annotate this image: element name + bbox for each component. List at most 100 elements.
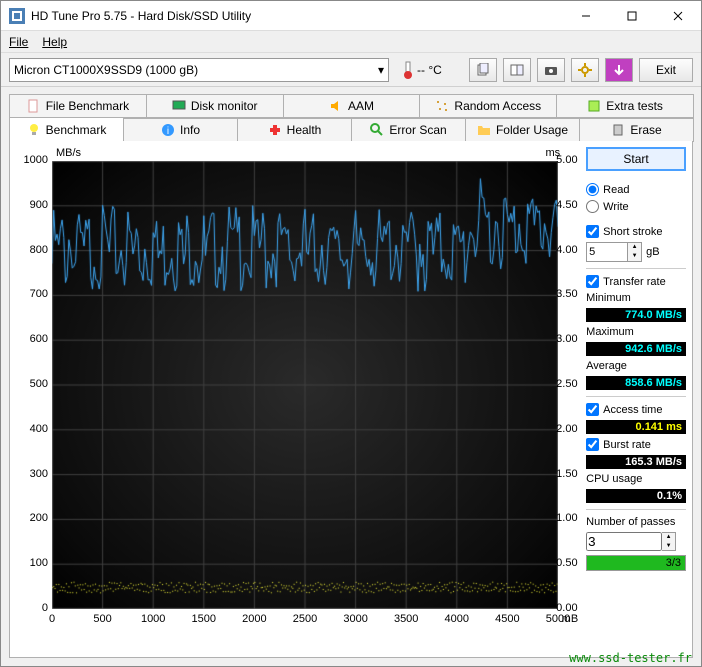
burst-rate-check[interactable]: Burst rate [586,438,686,451]
x-tick: 0 [49,613,55,625]
y-tick: 300 [16,468,48,480]
control-panel: Start Read Write Short stroke ▲▼ gB Tran… [586,147,686,651]
y-tick-right: 5.00 [556,154,580,166]
y-tick-right: 4.50 [556,199,580,211]
settings-button[interactable] [571,58,599,82]
maximize-button[interactable] [609,1,655,31]
transfer-rate-check[interactable]: Transfer rate [586,275,686,288]
content-area: MB/s ms mB 01002003004005006007008009001… [9,141,693,658]
tab-health[interactable]: Health [237,118,352,142]
x-tick: 1000 [141,613,165,625]
y-tick: 100 [16,557,48,569]
tab-error-scan[interactable]: Error Scan [351,118,466,142]
tab-folder-usage[interactable]: Folder Usage [465,118,580,142]
y-tick: 700 [16,288,48,300]
start-button[interactable]: Start [586,147,686,171]
cpu-usage-label: CPU usage [586,473,686,485]
close-button[interactable] [655,1,701,31]
menu-file[interactable]: File [9,35,28,49]
folder-icon [477,123,491,137]
passes-input[interactable]: ▲▼ [586,532,686,551]
y-tick-right: 2.50 [556,378,580,390]
random-icon [435,99,449,113]
tab-aam[interactable]: AAM [283,94,421,118]
maximum-value: 942.6 MB/s [586,342,686,356]
y-tick: 500 [16,378,48,390]
minimum-value: 774.0 MB/s [586,308,686,322]
menu-help[interactable]: Help [42,35,67,49]
y-tick-right: 2.00 [556,423,580,435]
progress-text: 3/3 [666,557,681,569]
screenshot-button[interactable] [537,58,565,82]
window-title: HD Tune Pro 5.75 - Hard Disk/SSD Utility [31,9,563,23]
health-icon [268,123,282,137]
tab-row-bottom: Benchmark iInfo Health Error Scan Folder… [9,117,693,141]
search-icon [370,123,384,137]
y-tick: 600 [16,333,48,345]
average-label: Average [586,360,686,372]
temperature-display: -- °C [401,61,442,79]
file-icon [27,99,41,113]
y-tick: 1000 [16,154,48,166]
x-tick: 5000 [546,613,570,625]
tab-benchmark[interactable]: Benchmark [9,117,124,141]
tab-file-benchmark[interactable]: File Benchmark [9,94,147,118]
y-tick-right: 3.00 [556,333,580,345]
x-tick: 500 [93,613,111,625]
passes-label: Number of passes [586,516,686,528]
watermark: www.ssd-tester.fr [569,651,692,665]
x-tick: 4500 [495,613,519,625]
titlebar: HD Tune Pro 5.75 - Hard Disk/SSD Utility [1,1,701,31]
exit-button[interactable]: Exit [639,58,693,82]
y-tick: 200 [16,512,48,524]
y-tick-right: 0.50 [556,557,580,569]
tab-random-access[interactable]: Random Access [419,94,557,118]
copy-button[interactable] [469,58,497,82]
y-tick: 400 [16,423,48,435]
write-radio[interactable]: Write [586,200,686,213]
minimum-label: Minimum [586,292,686,304]
y-tick-right: 1.00 [556,512,580,524]
tab-info[interactable]: iInfo [123,118,238,142]
access-time-value: 0.141 ms [586,420,686,434]
y-left-label: MB/s [56,147,81,159]
drive-select[interactable]: Micron CT1000X9SSD9 (1000 gB) ▾ [9,58,389,82]
y-tick-right: 1.50 [556,468,580,480]
x-tick: 2500 [293,613,317,625]
thermometer-icon [401,61,415,79]
x-tick: 2000 [242,613,266,625]
maximum-label: Maximum [586,326,686,338]
toolbar: Micron CT1000X9SSD9 (1000 gB) ▾ -- °C Ex… [1,53,701,87]
y-tick-right: 4.00 [556,244,580,256]
svg-text:i: i [167,126,169,137]
drive-select-value: Micron CT1000X9SSD9 (1000 gB) [14,63,198,77]
bulb-icon [27,123,41,137]
copy2-button[interactable] [503,58,531,82]
access-time-check[interactable]: Access time [586,403,686,416]
temperature-value: -- °C [417,63,442,77]
tab-erase[interactable]: Erase [579,118,694,142]
speaker-icon [329,99,343,113]
x-tick: 3500 [394,613,418,625]
y-tick: 900 [16,199,48,211]
y-tick: 800 [16,244,48,256]
y-tick-right: 3.50 [556,288,580,300]
monitor-icon [172,99,186,113]
burst-rate-value: 165.3 MB/s [586,455,686,469]
extra-icon [587,99,601,113]
erase-icon [611,123,625,137]
x-tick: 3000 [343,613,367,625]
benchmark-chart [52,161,558,609]
minimize-button[interactable] [563,1,609,31]
tab-row-top: File Benchmark Disk monitor AAM Random A… [9,93,693,117]
menubar: File Help [1,31,701,53]
read-radio[interactable]: Read [586,183,686,196]
progress-bar: 3/3 [586,555,686,571]
short-stroke-input[interactable]: ▲▼ [586,242,642,262]
tab-disk-monitor[interactable]: Disk monitor [146,94,284,118]
save-button[interactable] [605,58,633,82]
y-tick: 0 [16,602,48,614]
short-stroke-check[interactable]: Short stroke [586,225,686,238]
tab-extra-tests[interactable]: Extra tests [556,94,694,118]
chevron-down-icon: ▾ [378,63,384,77]
